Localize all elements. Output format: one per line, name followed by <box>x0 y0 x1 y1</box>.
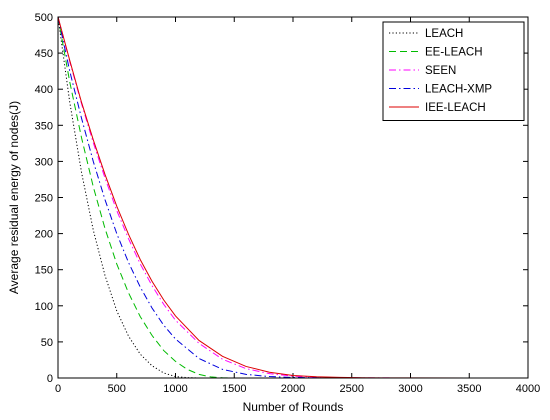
y-tick-label: 100 <box>35 301 53 313</box>
plot-frame <box>57 16 529 379</box>
y-tick-label: 200 <box>35 229 53 241</box>
y-tick-label: 300 <box>35 156 53 168</box>
y-tick-label: 350 <box>35 120 53 132</box>
x-tick-label: 2000 <box>281 383 305 395</box>
x-tick-label: 4000 <box>516 383 540 395</box>
y-tick-label: 250 <box>35 193 53 205</box>
legend-label: EE-LEACH <box>425 47 483 59</box>
y-tick-label: 450 <box>35 48 53 60</box>
y-tick-label: 400 <box>35 84 53 96</box>
axis-ticks: 0 500 1000 1500 2000 2500 3000 3500 4000 0 50 100 15… <box>35 12 541 395</box>
series-line-ee-leach <box>57 16 528 379</box>
legend: LEACH EE-LEACH SEEN LEACH-XMP IEE-LEACH <box>382 21 525 121</box>
y-tick-label: 150 <box>35 265 53 277</box>
legend-label: LEACH <box>425 28 463 40</box>
y-tick-label: 0 <box>47 373 53 385</box>
x-tick-label: 0 <box>55 383 61 395</box>
x-tick-label: 3000 <box>398 383 422 395</box>
y-tick-label: 50 <box>41 337 53 349</box>
x-tick-label: 500 <box>108 383 126 395</box>
y-axis-label: Average residual energy of nodes(J) <box>7 101 21 294</box>
x-tick-label: 2500 <box>340 383 364 395</box>
x-axis-label: Number of Rounds <box>243 400 344 414</box>
x-tick-label: 1000 <box>163 383 187 395</box>
x-tick-label: 1500 <box>222 383 246 395</box>
series-line-seen <box>57 16 528 379</box>
legend-label: LEACH-XMP <box>425 84 492 96</box>
y-tick-label: 500 <box>35 12 53 24</box>
x-tick-label: 3500 <box>457 383 481 395</box>
legend-box <box>382 21 525 121</box>
legend-label: IEE-LEACH <box>425 102 486 114</box>
legend-label: SEEN <box>425 65 456 77</box>
